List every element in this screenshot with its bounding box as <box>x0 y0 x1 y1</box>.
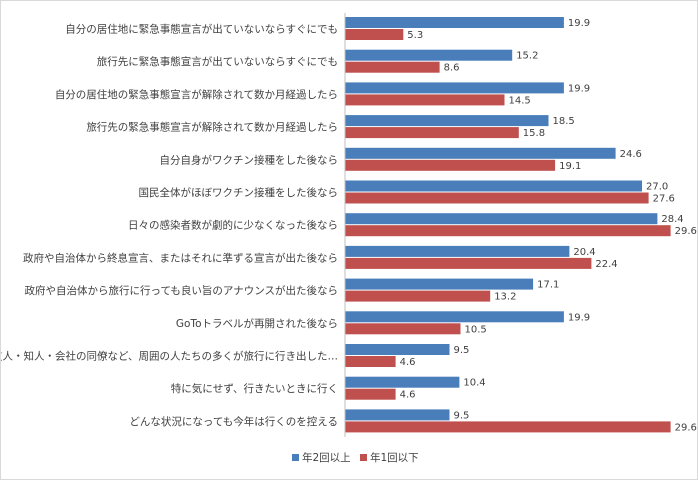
category-label: 友人・知人・会社の同僚など、周囲の人たちの多くが旅行に行き出した… <box>1 350 338 363</box>
data-label: 17.1 <box>537 280 559 291</box>
bar-series-2 <box>345 257 592 269</box>
bar-series-1 <box>345 82 564 94</box>
data-label: 29.6 <box>675 422 697 433</box>
bar-series-2 <box>345 94 505 106</box>
category-label: 自分の居住地の緊急事態宣言が解除されて数か月経過したら <box>55 88 338 101</box>
data-label: 19.1 <box>559 161 581 172</box>
bar-series-2 <box>345 192 649 204</box>
data-label: 15.2 <box>516 51 538 62</box>
data-label: 27.0 <box>646 182 668 193</box>
data-label: 4.6 <box>400 390 416 401</box>
bar-series-1 <box>345 376 460 388</box>
data-label: 13.2 <box>494 292 516 303</box>
bar-series-2 <box>345 225 671 237</box>
bar-series-2 <box>345 421 671 433</box>
category-label: 政府や自治体から終息宣言、またはそれに準ずる宣言が出た後なら <box>23 251 338 264</box>
bar-series-2 <box>345 356 396 367</box>
bar-series-2 <box>345 127 519 139</box>
bar-series-1 <box>345 49 513 61</box>
legend-label: 年2回以上 <box>302 451 351 464</box>
data-label: 9.5 <box>454 410 470 421</box>
bar-series-1 <box>345 409 450 421</box>
bar-series-1 <box>345 213 658 225</box>
category-label: 自分自身がワクチン接種をした後なら <box>160 153 339 166</box>
data-label: 19.9 <box>568 312 590 323</box>
category-label: 日々の感染者数が劇的に少なくなった後なら <box>128 219 338 232</box>
data-label: 5.3 <box>407 30 423 41</box>
category-label: 特に気にせず、行きたいときに行く <box>171 382 338 395</box>
bar-series-1 <box>345 147 616 159</box>
data-label: 22.4 <box>595 259 617 270</box>
category-labels: 自分の居住地に緊急事態宣言が出ていないならすぐにでも旅行先に緊急事態宣言が出てい… <box>1 23 338 428</box>
legend-swatch-series-2 <box>360 454 367 461</box>
data-label: 10.4 <box>463 378 485 389</box>
category-label: GoToトラベルが再開された後なら <box>176 317 338 330</box>
data-label: 14.5 <box>509 95 531 106</box>
legend: 年2回以上 年1回以下 <box>292 451 419 464</box>
data-label: 4.6 <box>400 357 416 368</box>
bar-series-1 <box>345 278 534 290</box>
data-label: 10.5 <box>465 324 487 335</box>
data-label: 18.5 <box>553 116 575 127</box>
data-label: 19.9 <box>568 83 590 94</box>
legend-label: 年1回以下 <box>370 451 419 464</box>
category-label: 政府や自治体から旅行に行っても良い旨のアナウンスが出た後なら <box>24 284 338 297</box>
data-label: 20.4 <box>573 247 595 258</box>
bar-series-2 <box>345 290 491 302</box>
category-label: 旅行先の緊急事態宣言が解除されて数か月経過したら <box>86 121 338 134</box>
category-label: 旅行先に緊急事態宣言が出ていないならすぐにでも <box>97 55 338 68</box>
data-label: 15.8 <box>523 128 545 139</box>
data-label: 9.5 <box>454 345 470 356</box>
bar-series-1 <box>345 344 450 355</box>
data-label: 29.6 <box>675 226 697 237</box>
bar-series-1 <box>345 180 642 192</box>
legend-swatch-series-1 <box>292 454 299 461</box>
data-label: 27.6 <box>653 194 675 205</box>
data-label: 8.6 <box>444 63 460 74</box>
bar-series-1 <box>345 245 570 257</box>
bar-series-2 <box>345 159 556 171</box>
value-labels: 19.9 5.3 15.2 8.6 19.9 14.5 18.5 15.8 24.6 19.1 27… <box>400 18 697 433</box>
bar-series-2 <box>345 29 404 40</box>
bars <box>345 17 671 433</box>
data-label: 19.9 <box>568 18 590 29</box>
category-label: 自分の居住地に緊急事態宣言が出ていないならすぐにでも <box>65 23 338 36</box>
bar-series-2 <box>345 61 440 73</box>
data-label: 28.4 <box>661 214 683 225</box>
bar-series-1 <box>345 311 564 323</box>
bar-series-2 <box>345 323 461 335</box>
data-label: 24.6 <box>620 149 642 160</box>
category-label: 国民全体がほぼワクチン接種をした後なら <box>139 186 339 199</box>
bar-series-1 <box>345 17 564 28</box>
category-label: どんな状況になっても今年は行くのを控える <box>129 415 338 428</box>
bar-series-2 <box>345 388 396 400</box>
bar-series-1 <box>345 115 549 127</box>
